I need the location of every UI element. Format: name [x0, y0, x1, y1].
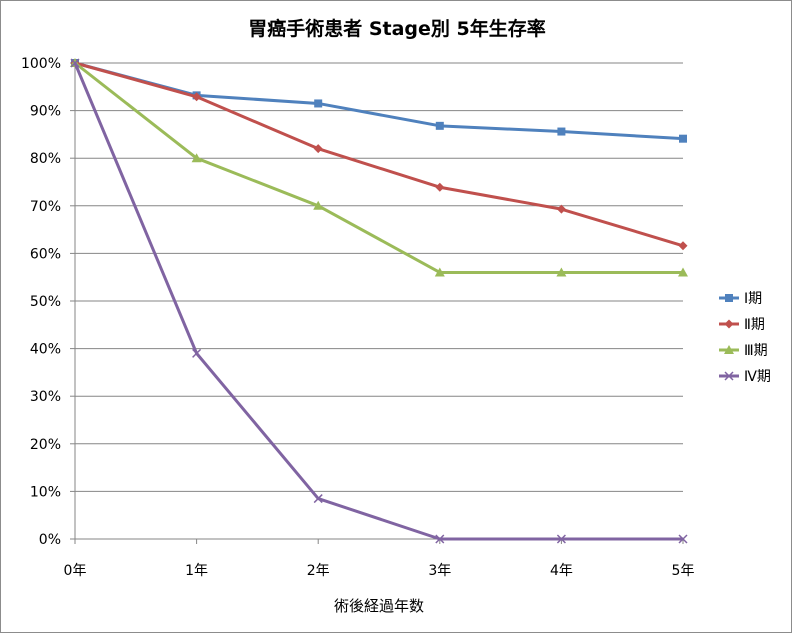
- series-line-2: [74, 61, 684, 248]
- data-point: [556, 534, 566, 544]
- x-tick-label: 3年: [428, 563, 451, 579]
- legend-marker: [724, 319, 734, 329]
- data-point: [556, 267, 567, 277]
- y-tick-label: 20%: [30, 437, 61, 453]
- series-line-4: [73, 62, 683, 541]
- gridlines: [75, 62, 683, 492]
- legend: Ⅰ期 Ⅱ期 Ⅲ期 Ⅳ期: [719, 291, 771, 385]
- axes: 0% 10% 20% 30% 40% 50% 60% 70% 80% 90% 100% 0年 1年 2年 3…: [21, 56, 694, 579]
- data-point: [556, 204, 566, 214]
- data-point: [678, 534, 688, 544]
- y-tick-label: 50%: [30, 294, 61, 310]
- x-tick-label: 2年: [307, 563, 330, 579]
- data-point: [678, 267, 688, 277]
- y-tick-label: 90%: [30, 104, 61, 120]
- data-point: [192, 348, 202, 358]
- data-point: [435, 121, 444, 130]
- y-tick-label: 30%: [30, 389, 61, 405]
- y-tick-label: 70%: [30, 199, 61, 215]
- series-lines: [70, 58, 688, 544]
- y-tick-label: 60%: [30, 246, 61, 262]
- x-tick-label: 1年: [185, 563, 208, 579]
- legend-marker: [724, 345, 734, 354]
- data-point: [314, 99, 323, 108]
- data-point: [313, 200, 324, 210]
- legend-label: Ⅲ期: [744, 343, 768, 359]
- data-point: [313, 494, 323, 504]
- x-tick-label: 4年: [550, 563, 573, 579]
- data-point: [70, 58, 80, 68]
- series-line-3: [74, 61, 683, 274]
- y-tick-label: 100%: [21, 56, 61, 72]
- legend-label: Ⅰ期: [744, 291, 762, 307]
- data-point: [435, 534, 445, 544]
- legend-marker: [725, 294, 733, 302]
- legend-marker: [724, 371, 734, 381]
- x-tick-label: 5年: [672, 563, 695, 579]
- data-point: [434, 267, 445, 277]
- x-axis-title: 術後経過年数: [334, 597, 424, 615]
- data-point: [191, 153, 202, 163]
- data-point: [192, 92, 202, 102]
- data-point: [678, 241, 688, 251]
- y-tick-label: 0%: [39, 532, 61, 548]
- legend-label: Ⅳ期: [744, 369, 771, 385]
- x-tick-label: 0年: [64, 563, 87, 579]
- data-point: [435, 182, 445, 192]
- y-tick-label: 80%: [30, 151, 61, 167]
- data-point: [557, 127, 566, 136]
- series-line-1: [74, 61, 684, 141]
- y-tick-label: 40%: [30, 342, 61, 358]
- y-tick-label: 10%: [30, 484, 61, 500]
- data-point: [313, 144, 323, 154]
- chart-title: 胃癌手術患者 Stage別 5年生存率: [248, 17, 546, 40]
- legend-label: Ⅱ期: [744, 317, 765, 333]
- data-point: [679, 134, 687, 143]
